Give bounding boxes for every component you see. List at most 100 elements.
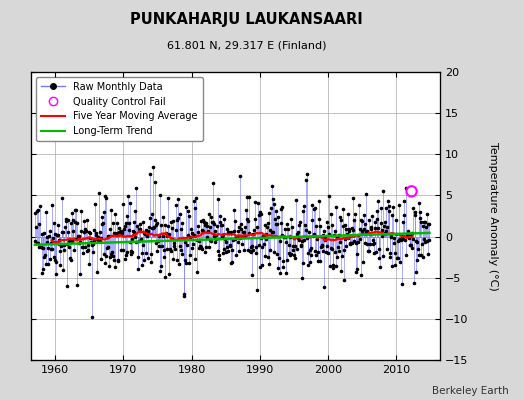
Point [269,196,277,202]
Point [309,233,317,239]
Point [423,210,431,217]
Point [424,221,433,227]
Point [242,207,250,213]
Point [336,214,344,220]
Point [267,205,275,211]
Point [51,231,59,238]
Point [120,226,128,232]
Point [386,250,395,256]
Point [57,243,65,250]
Point [49,254,58,260]
Point [41,260,50,267]
Point [218,234,226,240]
Point [243,216,251,222]
Point [187,230,195,236]
Point [151,222,160,229]
Point [172,257,181,263]
Point [113,230,121,236]
Point [304,262,313,268]
Point [289,235,298,241]
Point [165,230,173,237]
Point [343,231,351,237]
Point [88,242,96,248]
Point [110,230,118,237]
Point [138,242,147,249]
Point [277,220,285,226]
Point [202,244,210,250]
Point [370,225,379,232]
Point [180,238,189,245]
Point [396,236,405,243]
Point [388,262,397,269]
Point [282,256,291,263]
Point [37,231,46,237]
Point [157,222,165,228]
Point [408,230,417,236]
Point [354,232,363,238]
Point [199,228,208,234]
Point [48,246,56,252]
Point [223,244,232,250]
Point [308,217,316,223]
Point [240,247,248,254]
Point [406,242,414,248]
Point [292,231,301,238]
Point [31,238,40,244]
Point [294,235,302,241]
Point [95,190,103,196]
Point [295,222,303,228]
Point [364,248,372,254]
Point [119,200,128,207]
Point [236,173,244,179]
Point [156,192,164,198]
Point [225,229,233,235]
Point [182,260,191,266]
Point [248,243,256,249]
Point [193,223,202,229]
Point [332,204,340,210]
Point [298,274,307,281]
Point [180,290,188,297]
Point [318,241,326,248]
Point [144,228,152,234]
Point [108,248,116,255]
Point [414,252,423,258]
Point [80,218,88,224]
Point [148,211,156,217]
Point [223,226,231,232]
Point [394,238,402,244]
Point [256,208,265,215]
Point [130,234,139,240]
Point [213,223,221,229]
Point [290,252,299,258]
Point [39,266,47,273]
Point [141,227,150,234]
Point [72,206,81,213]
Point [365,217,373,224]
Point [233,234,241,240]
Point [233,238,242,245]
Point [93,269,102,276]
Point [325,193,334,200]
Point [393,255,401,262]
Point [107,251,115,258]
Point [52,259,61,265]
Point [363,240,372,247]
Point [87,239,95,245]
Point [210,221,219,228]
Point [418,223,427,229]
Point [344,211,353,218]
Point [99,220,107,226]
Point [115,225,123,231]
Point [128,236,137,242]
Point [62,283,71,289]
Point [420,219,428,225]
Point [95,238,104,244]
Point [190,232,198,238]
Point [296,242,304,249]
Point [268,182,276,189]
Point [311,205,320,211]
Point [251,216,259,222]
Point [313,248,322,255]
Point [67,256,75,263]
